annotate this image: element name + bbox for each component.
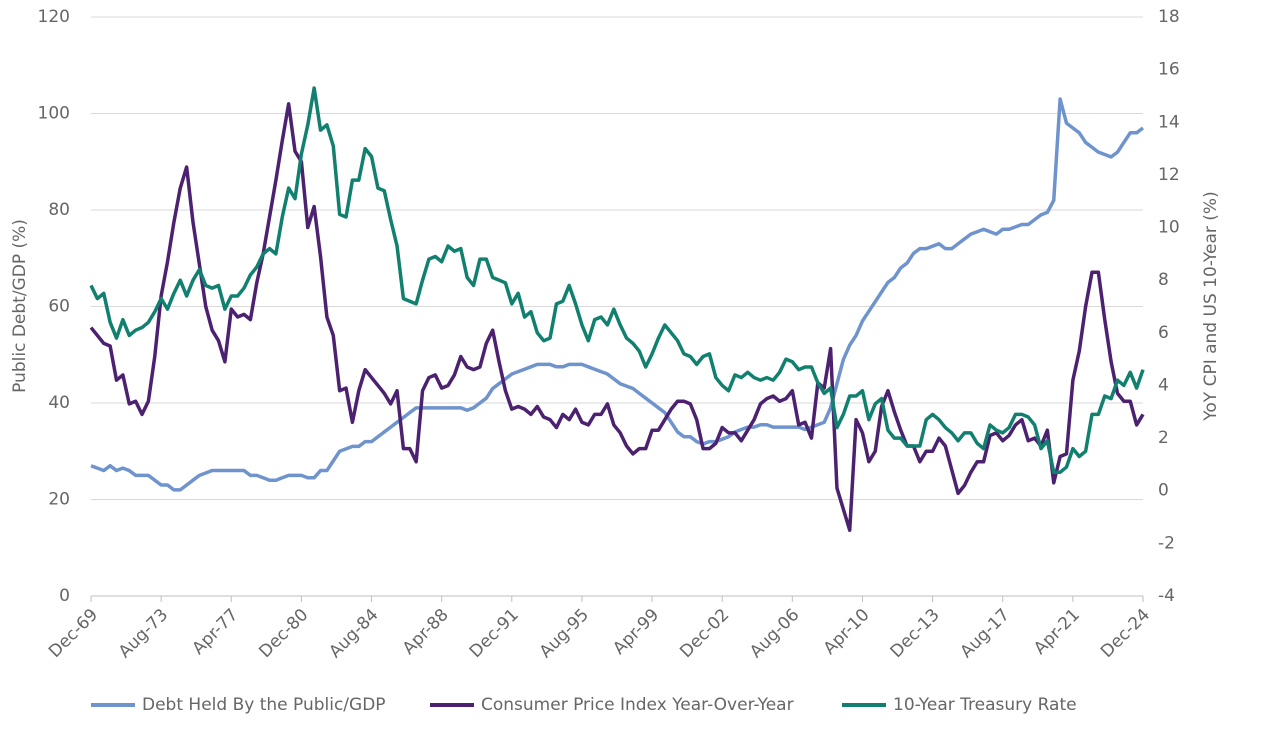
x-tick-label: Dec-80 — [255, 605, 312, 662]
y-tick-label: 20 — [48, 490, 70, 510]
y2-tick-label: 4 — [1158, 375, 1169, 395]
legend-label: Debt Held By the Public/GDP — [142, 695, 386, 715]
x-tick-label: Apr-88 — [399, 605, 453, 659]
x-tick-label: Aug-84 — [325, 605, 382, 662]
x-tick-label: Apr-21 — [1030, 605, 1084, 659]
y-tick-label: 120 — [38, 7, 70, 27]
y-tick-label: 40 — [48, 393, 70, 413]
x-tick-label: Dec-02 — [676, 605, 733, 662]
y2-tick-label: 6 — [1158, 323, 1169, 343]
y2-tick-label: 14 — [1158, 112, 1180, 132]
y2-axis-title: YoY CPI and US 10-Year (%) — [1201, 191, 1221, 421]
y-tick-label: 100 — [38, 104, 70, 124]
y2-tick-label: 10 — [1158, 218, 1180, 238]
y-tick-label: 0 — [59, 586, 70, 606]
series-line — [89, 102, 1145, 532]
y2-tick-label: -2 — [1158, 533, 1175, 553]
y2-tick-label: 18 — [1158, 7, 1180, 27]
legend-label: Consumer Price Index Year-Over-Year — [481, 695, 794, 715]
y2-tick-label: -4 — [1158, 586, 1175, 606]
x-tick-label: Aug-95 — [536, 605, 593, 662]
x-tick-label: Dec-91 — [466, 605, 523, 662]
x-tick-label: Aug-06 — [746, 605, 803, 662]
x-tick-label: Apr-77 — [189, 605, 243, 659]
y2-tick-label: 12 — [1158, 165, 1180, 185]
x-tick-label: Aug-17 — [957, 605, 1014, 662]
y2-tick-label: 16 — [1158, 60, 1180, 80]
series-line — [90, 97, 1145, 492]
y2-tick-label: 8 — [1158, 270, 1169, 290]
x-tick-label: Aug-73 — [115, 605, 172, 662]
x-tick-label: Dec-69 — [45, 605, 102, 662]
legend-label: 10-Year Treasury Rate — [893, 695, 1077, 715]
series-line — [89, 86, 1145, 475]
x-tick-label: Apr-10 — [820, 605, 874, 659]
y-axis-title: Public Debt/GDP (%) — [10, 219, 30, 393]
y2-tick-label: 0 — [1158, 481, 1169, 501]
x-tick-label: Apr-99 — [609, 605, 663, 659]
y2-tick-label: 2 — [1158, 428, 1169, 448]
y-tick-label: 60 — [48, 297, 70, 317]
x-tick-label: Dec-13 — [887, 605, 944, 662]
y-tick-label: 80 — [48, 200, 70, 220]
x-tick-label: Dec-24 — [1097, 605, 1154, 662]
